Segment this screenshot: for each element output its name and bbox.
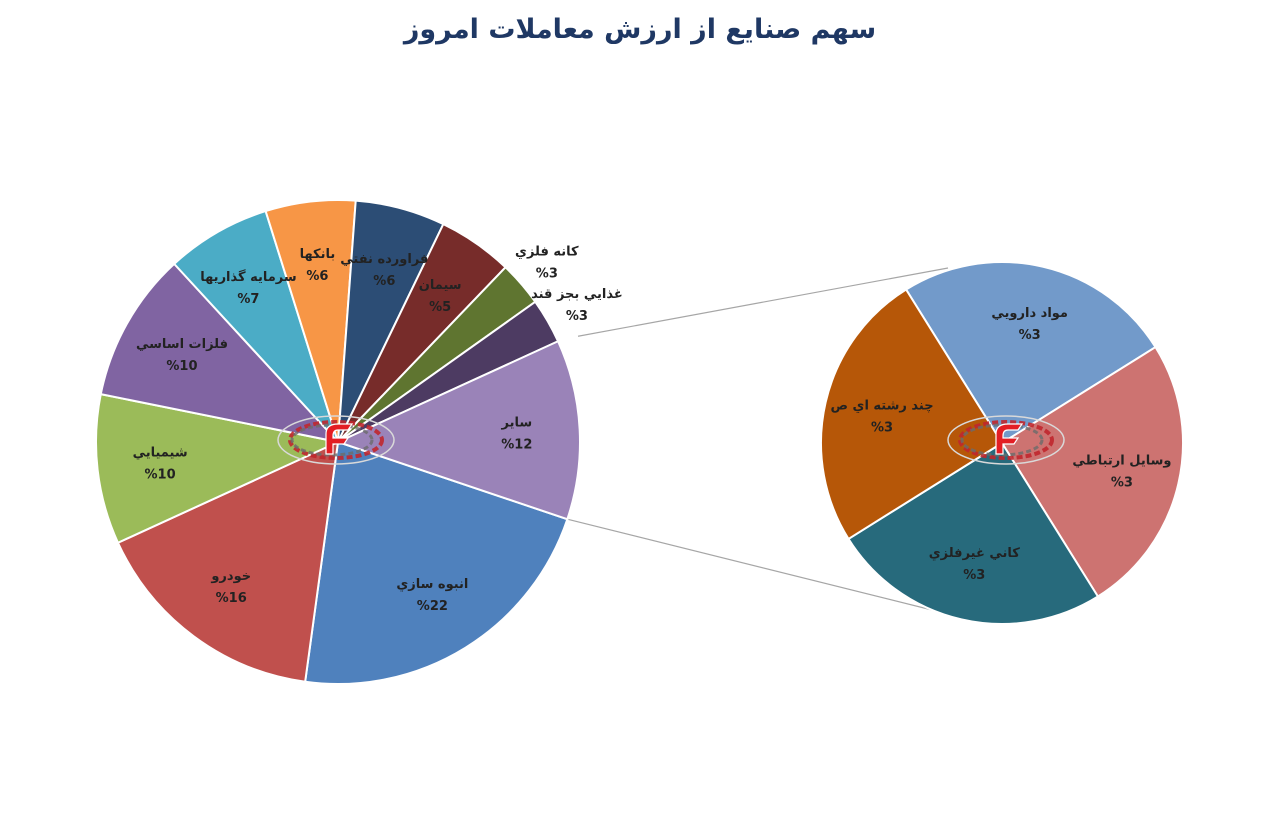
main-label-2: شيميايي: [133, 446, 188, 461]
secondary-pie: [820, 261, 1184, 625]
secondary-slice-2: [847, 441, 1100, 625]
secondary-value-0: %3: [1019, 328, 1041, 343]
secondary-pie-labels: مواد دارويي %3 وسايل ارتباطي %3 كاني غيرفلزي…: [831, 306, 1172, 583]
connector-line-top: [577, 267, 949, 337]
main-slice-1: [116, 440, 340, 683]
main-pie: [95, 199, 581, 685]
main-label-8: كانه فلزي: [515, 245, 579, 260]
secondary-label-3: چند رشته اي ص: [831, 398, 934, 413]
main-label-5: بانكها: [300, 247, 336, 262]
main-value-8: %3: [536, 267, 558, 282]
logo-letter-f: [325, 423, 354, 455]
main-value-3: %10: [166, 359, 197, 374]
connector-lines: [567, 267, 949, 615]
secondary-slice-3: [820, 288, 1004, 541]
main-label-4: سرمايه گذاريها: [200, 269, 296, 285]
main-label-3: فلزات اساسي: [136, 337, 228, 352]
logo-ring-outer: [947, 415, 1065, 465]
watermark-logo: [277, 415, 395, 465]
main-slice-4: [172, 209, 339, 443]
main-value-7: %5: [429, 300, 451, 315]
logo-ring-red: [958, 420, 1054, 460]
logo-ring-red: [288, 420, 384, 460]
secondary-value-1: %3: [1111, 476, 1133, 491]
logo-ring-outer: [277, 415, 395, 465]
connector-line-bottom: [567, 518, 949, 615]
main-label-10: ساير: [501, 416, 533, 431]
secondary-value-2: %3: [963, 568, 985, 583]
main-label-6: فراورده نفتي: [340, 252, 428, 267]
secondary-label-2: كاني غيرفلزي: [929, 546, 1021, 561]
main-slice-10: [335, 339, 581, 521]
main-value-4: %7: [237, 292, 259, 307]
watermark-logo: [947, 415, 1065, 465]
main-value-0: %22: [417, 599, 448, 614]
main-pie-labels: انبوه سازي %22 خودرو %16 شيميايي %10 فلزات اسا…: [133, 245, 623, 614]
secondary-value-3: %3: [871, 420, 893, 435]
main-label-0: انبوه سازي: [396, 577, 468, 592]
secondary-slice-0: [904, 261, 1157, 445]
main-value-10: %12: [501, 438, 532, 453]
main-value-2: %10: [145, 468, 176, 483]
main-label-1: خودرو: [210, 569, 251, 584]
main-label-9: غذايي بجز قند: [531, 287, 623, 302]
main-value-6: %6: [373, 274, 395, 289]
chart-title: سهم صنایع از ارزش معاملات امروز: [403, 14, 877, 45]
main-value-1: %16: [216, 591, 247, 606]
main-value-5: %6: [306, 269, 328, 284]
secondary-slice-1: [1000, 345, 1184, 598]
secondary-label-1: وسايل ارتباطي: [1072, 454, 1171, 469]
secondary-label-0: مواد دارويي: [991, 306, 1068, 321]
main-label-7: سيمان: [419, 278, 462, 293]
main-slice-3: [99, 262, 341, 444]
main-slice-2: [95, 392, 342, 545]
main-value-9: %3: [566, 309, 588, 324]
logo-letter-f: [995, 423, 1024, 455]
main-slice-0: [304, 440, 569, 685]
